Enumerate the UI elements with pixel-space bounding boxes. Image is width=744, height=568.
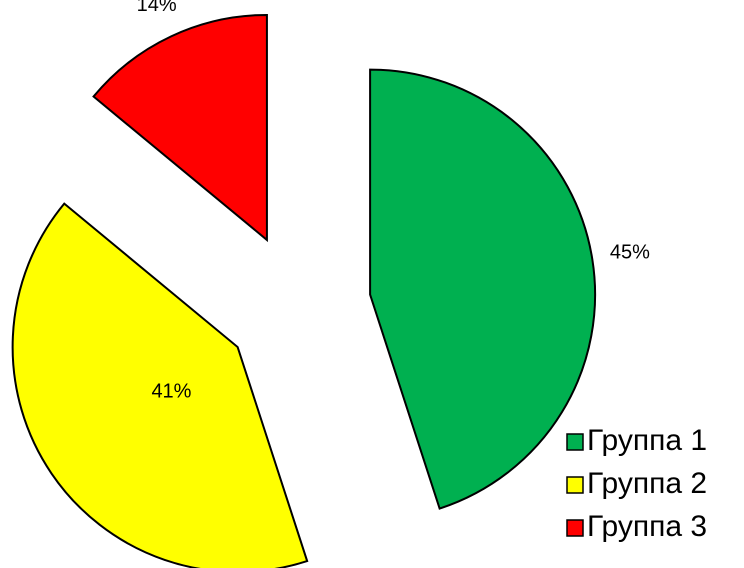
pie-slice (369, 68, 597, 510)
pie-slice (11, 202, 309, 568)
data-label: 45% (610, 242, 650, 264)
legend-label: Группа 2 (587, 467, 707, 500)
pie-slice (92, 13, 268, 243)
legend-swatch (566, 433, 584, 451)
legend-label: Группа 1 (587, 424, 707, 457)
data-label: 41% (151, 380, 191, 402)
data-label: 14% (137, 0, 177, 16)
legend-label: Группа 3 (587, 510, 707, 543)
legend-swatch (566, 476, 584, 494)
legend-swatch (566, 519, 584, 537)
